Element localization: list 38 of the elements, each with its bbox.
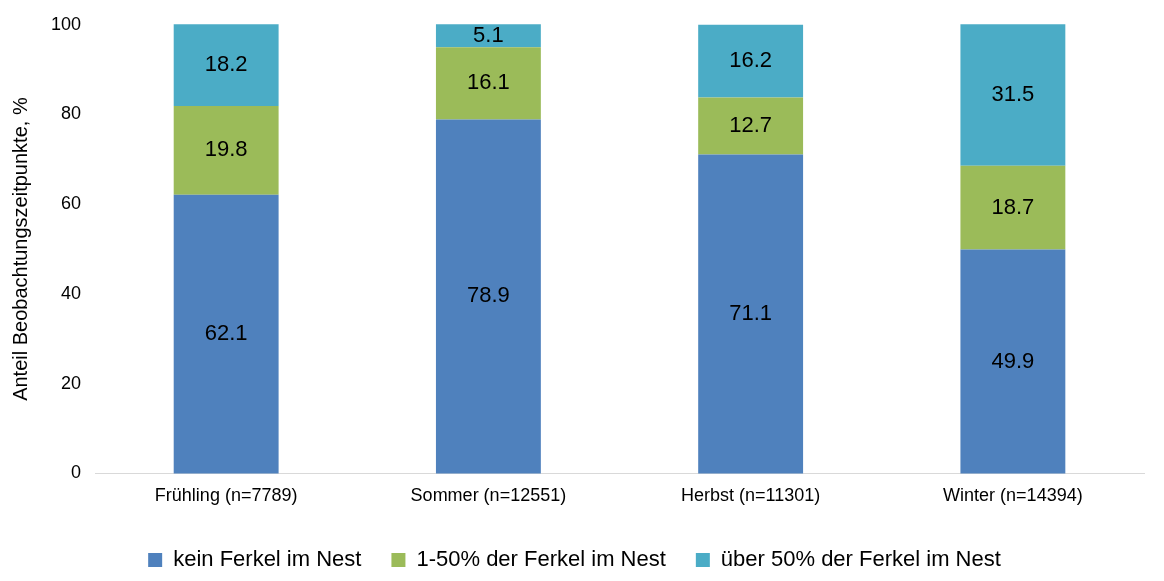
data-label: 16.2 [729, 47, 773, 73]
bar [960, 165, 1066, 250]
x-tick-label: Winter (n=14394) [943, 485, 1083, 506]
y-tick-label: 80 [61, 103, 82, 124]
legend-label: kein Ferkel im Nest [173, 546, 362, 572]
bar [173, 24, 279, 106]
y-tick-label: 20 [61, 372, 82, 393]
data-label: 71.1 [729, 299, 773, 325]
bar [698, 97, 804, 155]
data-label: 18.7 [991, 193, 1035, 219]
bar [173, 194, 279, 474]
data-label: 5.1 [473, 21, 504, 47]
y-axis-title: Anteil Beobachtungszeitpunkte, % [8, 97, 31, 401]
bar [698, 154, 804, 474]
y-tick-label: 60 [61, 193, 82, 214]
data-label: 19.8 [204, 136, 248, 162]
data-label: 78.9 [466, 282, 510, 308]
bar [960, 249, 1066, 474]
y-tick-label: 100 [50, 13, 82, 34]
x-tick-label: Frühling (n=7789) [154, 485, 298, 506]
legend-label: 1-50% der Ferkel im Nest [416, 546, 666, 572]
data-label: 12.7 [729, 112, 773, 138]
y-tick-label: 40 [61, 282, 82, 303]
data-label: 16.1 [466, 69, 510, 95]
data-label: 18.2 [204, 51, 248, 77]
bar [698, 24, 804, 98]
bar [435, 47, 541, 120]
legend-label: über 50% der Ferkel im Nest [720, 546, 1001, 572]
bar [960, 24, 1066, 166]
bar [435, 24, 541, 48]
data-label: 62.1 [204, 320, 248, 346]
y-tick-label: 0 [71, 462, 82, 483]
bar [173, 106, 279, 195]
x-tick-label: Herbst (n=11301) [681, 485, 821, 506]
bar [435, 119, 541, 474]
data-label: 31.5 [991, 81, 1035, 107]
x-tick-label: Sommer (n=12551) [410, 485, 567, 506]
data-label: 49.9 [991, 347, 1035, 373]
